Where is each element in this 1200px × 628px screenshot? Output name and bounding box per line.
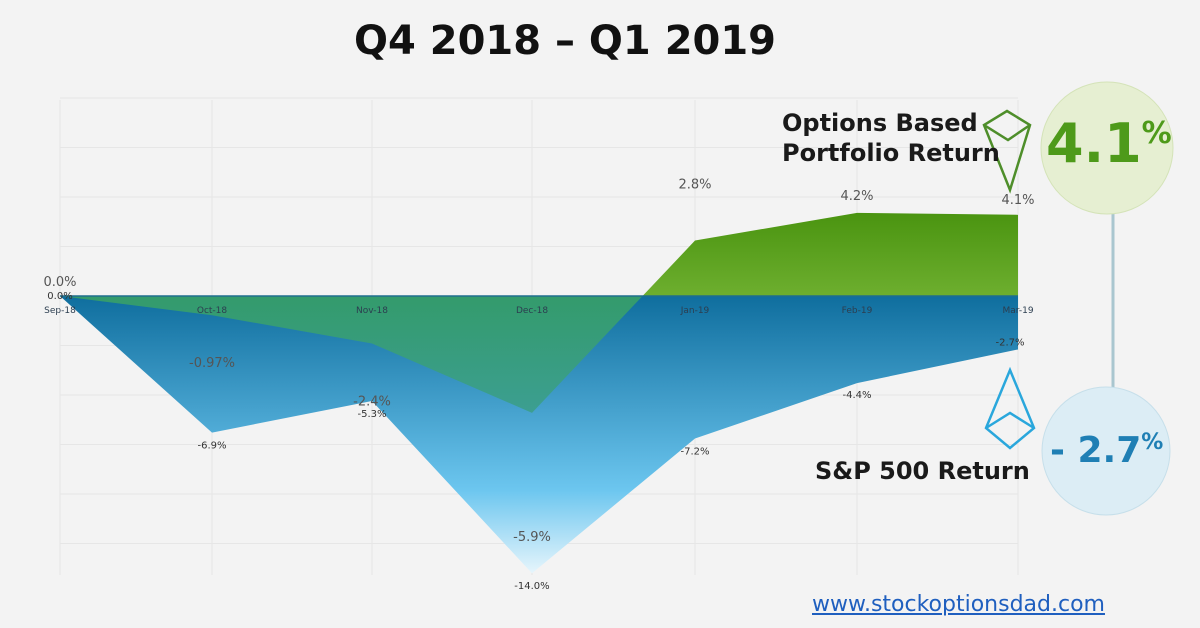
portfolio-gem-icon xyxy=(982,109,1032,194)
sp500-data-label: -5.3% xyxy=(357,409,386,420)
portfolio-area-positive xyxy=(60,212,1018,296)
portfolio-label-line1: Options Based xyxy=(782,109,978,137)
portfolio-value: 4.1% xyxy=(1046,112,1172,175)
sp-value-number: - 2.7 xyxy=(1050,430,1142,471)
portfolio-data-label: -2.4% xyxy=(353,395,391,410)
portfolio-value-percent: % xyxy=(1141,116,1172,151)
portfolio-label-line2: Portfolio Return xyxy=(782,139,1000,167)
sp-bubble xyxy=(1041,386,1171,516)
x-tick-label: Oct-18 xyxy=(197,306,228,316)
sp500-data-label: -6.9% xyxy=(197,441,226,452)
x-tick-label: Nov-18 xyxy=(356,306,388,316)
sp500-area xyxy=(60,296,1018,574)
sp-value-percent: % xyxy=(1141,430,1164,455)
x-tick-label: Sep-18 xyxy=(44,306,76,316)
sp-value: - 2.7% xyxy=(1050,430,1163,471)
sp-label: S&P 500 Return xyxy=(815,457,1030,485)
sp-gem-icon xyxy=(984,366,1036,450)
portfolio-data-label: 4.2% xyxy=(840,189,873,204)
x-tick-label: Dec-18 xyxy=(516,306,548,316)
sp500-data-label: 0.0% xyxy=(47,291,72,302)
portfolio-area-negative xyxy=(60,296,1018,413)
portfolio-data-label: 0.0% xyxy=(43,275,76,290)
portfolio-value-number: 4.1 xyxy=(1046,112,1142,175)
x-tick-label: Jan-19 xyxy=(680,306,710,316)
portfolio-bubble xyxy=(1040,81,1174,215)
portfolio-label: Options Based Portfolio Return xyxy=(782,108,1000,168)
x-tick-label: Feb-19 xyxy=(842,306,873,316)
website-link[interactable]: www.stockoptionsdad.com xyxy=(812,592,1105,617)
x-tick-label: Mar-19 xyxy=(1002,306,1033,316)
sp500-data-label: -4.4% xyxy=(842,390,871,401)
portfolio-data-label: -5.9% xyxy=(513,530,551,545)
sp500-data-label: -14.0% xyxy=(514,581,549,592)
portfolio-data-label: 2.8% xyxy=(678,178,711,193)
portfolio-data-label: 4.1% xyxy=(1001,193,1034,208)
sp500-data-label: -7.2% xyxy=(680,447,709,458)
chart-title: Q4 2018 – Q1 2019 xyxy=(353,18,777,64)
portfolio-data-label: -0.97% xyxy=(189,356,235,371)
sp500-data-label: -2.7% xyxy=(995,337,1024,348)
